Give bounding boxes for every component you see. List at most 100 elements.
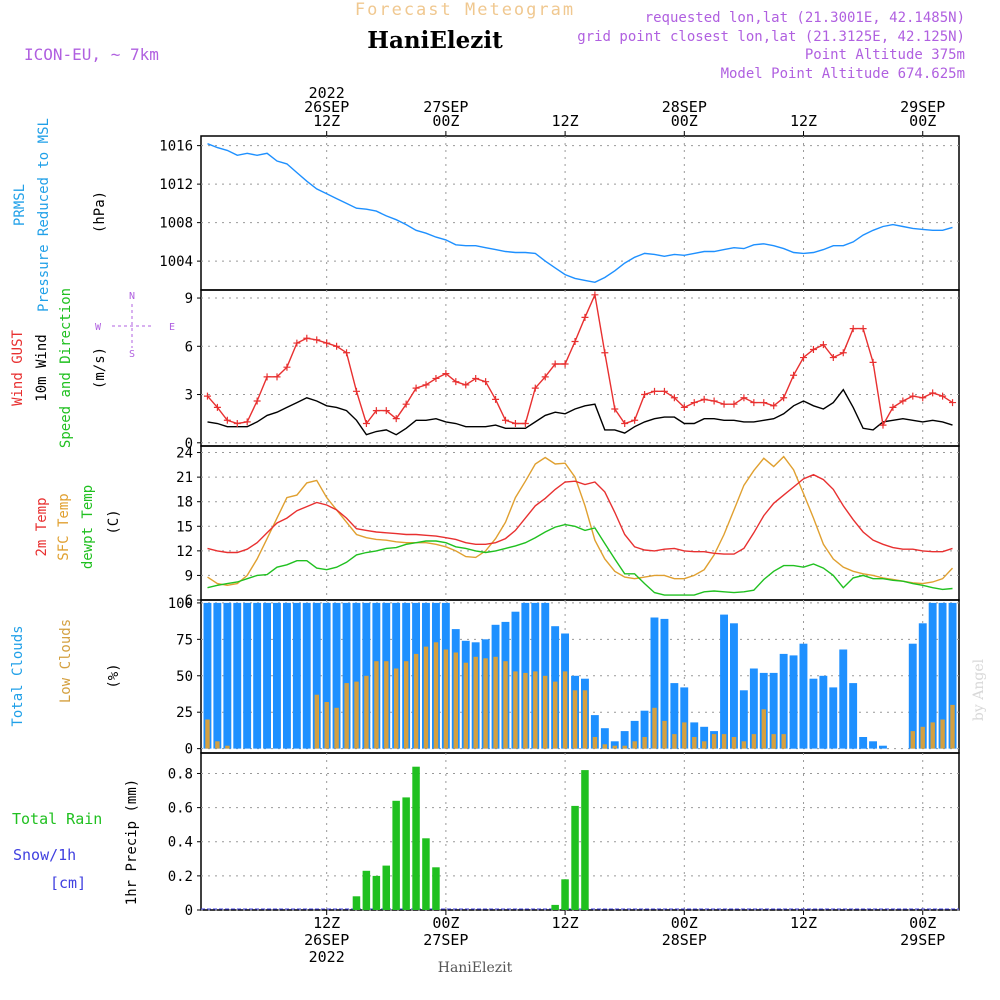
- top-tick-label: 26SEP: [304, 98, 349, 116]
- compass-north: N: [129, 291, 135, 302]
- super-title: Forecast Meteogram: [355, 0, 575, 20]
- total-cloud-bar: [650, 617, 659, 749]
- y-tick-label: 1012: [159, 177, 193, 193]
- y-tick-label: 12: [176, 544, 193, 560]
- bottom-tick-label: 00Z: [432, 914, 459, 932]
- low-cloud-bar: [453, 652, 458, 749]
- y-tick-label: 6: [185, 593, 193, 609]
- total-rain-label: Total Rain: [12, 810, 102, 828]
- low-cloud-bar: [781, 734, 786, 749]
- gust-marker: [263, 373, 271, 381]
- info-requested: requested lon,lat (21.3001E, 42.1485N): [645, 10, 965, 26]
- wind-gust-label: Wind GUST: [10, 330, 26, 406]
- total-cloud-bar: [233, 602, 242, 749]
- gust-marker: [571, 337, 579, 345]
- total-cloud-bar: [620, 731, 629, 749]
- low-cloud-bar: [553, 681, 558, 749]
- total-cloud-bar: [243, 602, 252, 749]
- low-cloud-bar: [215, 741, 220, 749]
- top-tick-label: 12Z: [790, 112, 817, 130]
- y-tick-label: 1008: [159, 216, 193, 232]
- y-tick-label: 18: [176, 495, 193, 511]
- gust-marker: [343, 349, 351, 357]
- precip-labels: Total Rain Snow/1h [cm] 1hr Precip (mm): [12, 779, 140, 905]
- low-cloud-bar: [672, 734, 677, 749]
- info-model-altitude: Model Point Altitude 674.625m: [721, 66, 965, 82]
- dewpoint-line: [207, 523, 953, 596]
- gust-marker: [432, 374, 440, 382]
- low-cloud-bar: [394, 668, 399, 749]
- y-tick-label: 25: [176, 705, 193, 721]
- gust-marker: [780, 394, 788, 402]
- compass-west: W: [95, 322, 102, 333]
- wind-unit: (m/s): [92, 347, 108, 389]
- low-cloud-bar: [324, 702, 329, 749]
- low-cloud-bar: [503, 661, 508, 749]
- low-cloud-bar: [741, 741, 747, 749]
- y-tick-label: 1016: [159, 139, 193, 155]
- bottom-tick-label: 28SEP: [662, 931, 707, 949]
- low-cloud-bar: [612, 745, 617, 749]
- rain-bar: [412, 766, 420, 910]
- panel-frame: [200, 289, 960, 447]
- gust-marker: [313, 336, 321, 344]
- gust-marker: [631, 416, 639, 424]
- panel-frame: [200, 135, 960, 291]
- low-cloud-bar: [562, 671, 568, 749]
- gust-marker: [541, 373, 549, 381]
- gust-marker: [492, 395, 500, 403]
- low-cloud-bar: [731, 737, 737, 749]
- gust-marker: [372, 407, 380, 415]
- total-cloud-bar: [332, 602, 341, 749]
- pressure-panel: 1004 1008 1012 1016: [159, 135, 960, 291]
- total-cloud-bar: [541, 602, 550, 749]
- total-cloud-bar: [600, 728, 609, 749]
- low-cloud-bar: [652, 707, 657, 749]
- low-cloud-bar: [493, 656, 498, 749]
- gust-marker: [790, 371, 798, 379]
- total-cloud-bar: [590, 715, 599, 749]
- total-cloud-bar: [342, 602, 351, 749]
- bottom-tick-label: 27SEP: [423, 931, 468, 949]
- low-cloud-bar: [692, 737, 697, 749]
- precip-unit: 1hr Precip (mm): [124, 779, 140, 905]
- gust-marker: [243, 418, 251, 426]
- gust-marker: [392, 415, 400, 423]
- gust-marker: [591, 291, 599, 299]
- low-cloud-bar: [443, 649, 449, 749]
- gust-marker: [472, 374, 480, 382]
- bottom-tick-label: 26SEP: [304, 931, 349, 949]
- gust-marker: [670, 394, 678, 402]
- gust-marker: [531, 384, 539, 392]
- low-cloud-bar: [513, 671, 518, 749]
- total-cloud-bar: [730, 623, 738, 749]
- bottom-tick-label: 00Z: [671, 914, 698, 932]
- total-cloud-bar: [283, 602, 291, 749]
- precip-panel: 0 0.2 0.4 0.6 0.8: [168, 752, 960, 919]
- low-cloud-bar: [751, 734, 757, 749]
- total-cloud-bar: [322, 602, 331, 749]
- wind-gust-line: [206, 292, 953, 428]
- low-cloud-bar: [642, 737, 647, 749]
- total-cloud-bar: [273, 602, 281, 749]
- compass-east: E: [169, 322, 175, 333]
- y-tick-label: 15: [176, 519, 193, 535]
- low-cloud-bar: [344, 683, 349, 749]
- total-cloud-bar: [869, 741, 877, 749]
- total-cloud-bar: [203, 602, 212, 749]
- gust-marker: [273, 373, 281, 381]
- bottom-tick-label: 29SEP: [900, 931, 945, 949]
- gust-marker: [949, 399, 957, 407]
- total-cloud-bar: [918, 623, 927, 749]
- low-cloud-bar: [582, 690, 588, 749]
- gust-marker: [690, 399, 698, 407]
- panel-frame: [200, 445, 960, 601]
- total-cloud-bar: [769, 672, 778, 749]
- total-cloud-bar: [312, 602, 321, 749]
- total-cloud-bar: [859, 737, 868, 749]
- gust-marker: [402, 400, 410, 408]
- gust-marker: [611, 405, 619, 413]
- y-tick-label: 0.8: [168, 766, 193, 782]
- low-cloud-bar: [364, 675, 369, 749]
